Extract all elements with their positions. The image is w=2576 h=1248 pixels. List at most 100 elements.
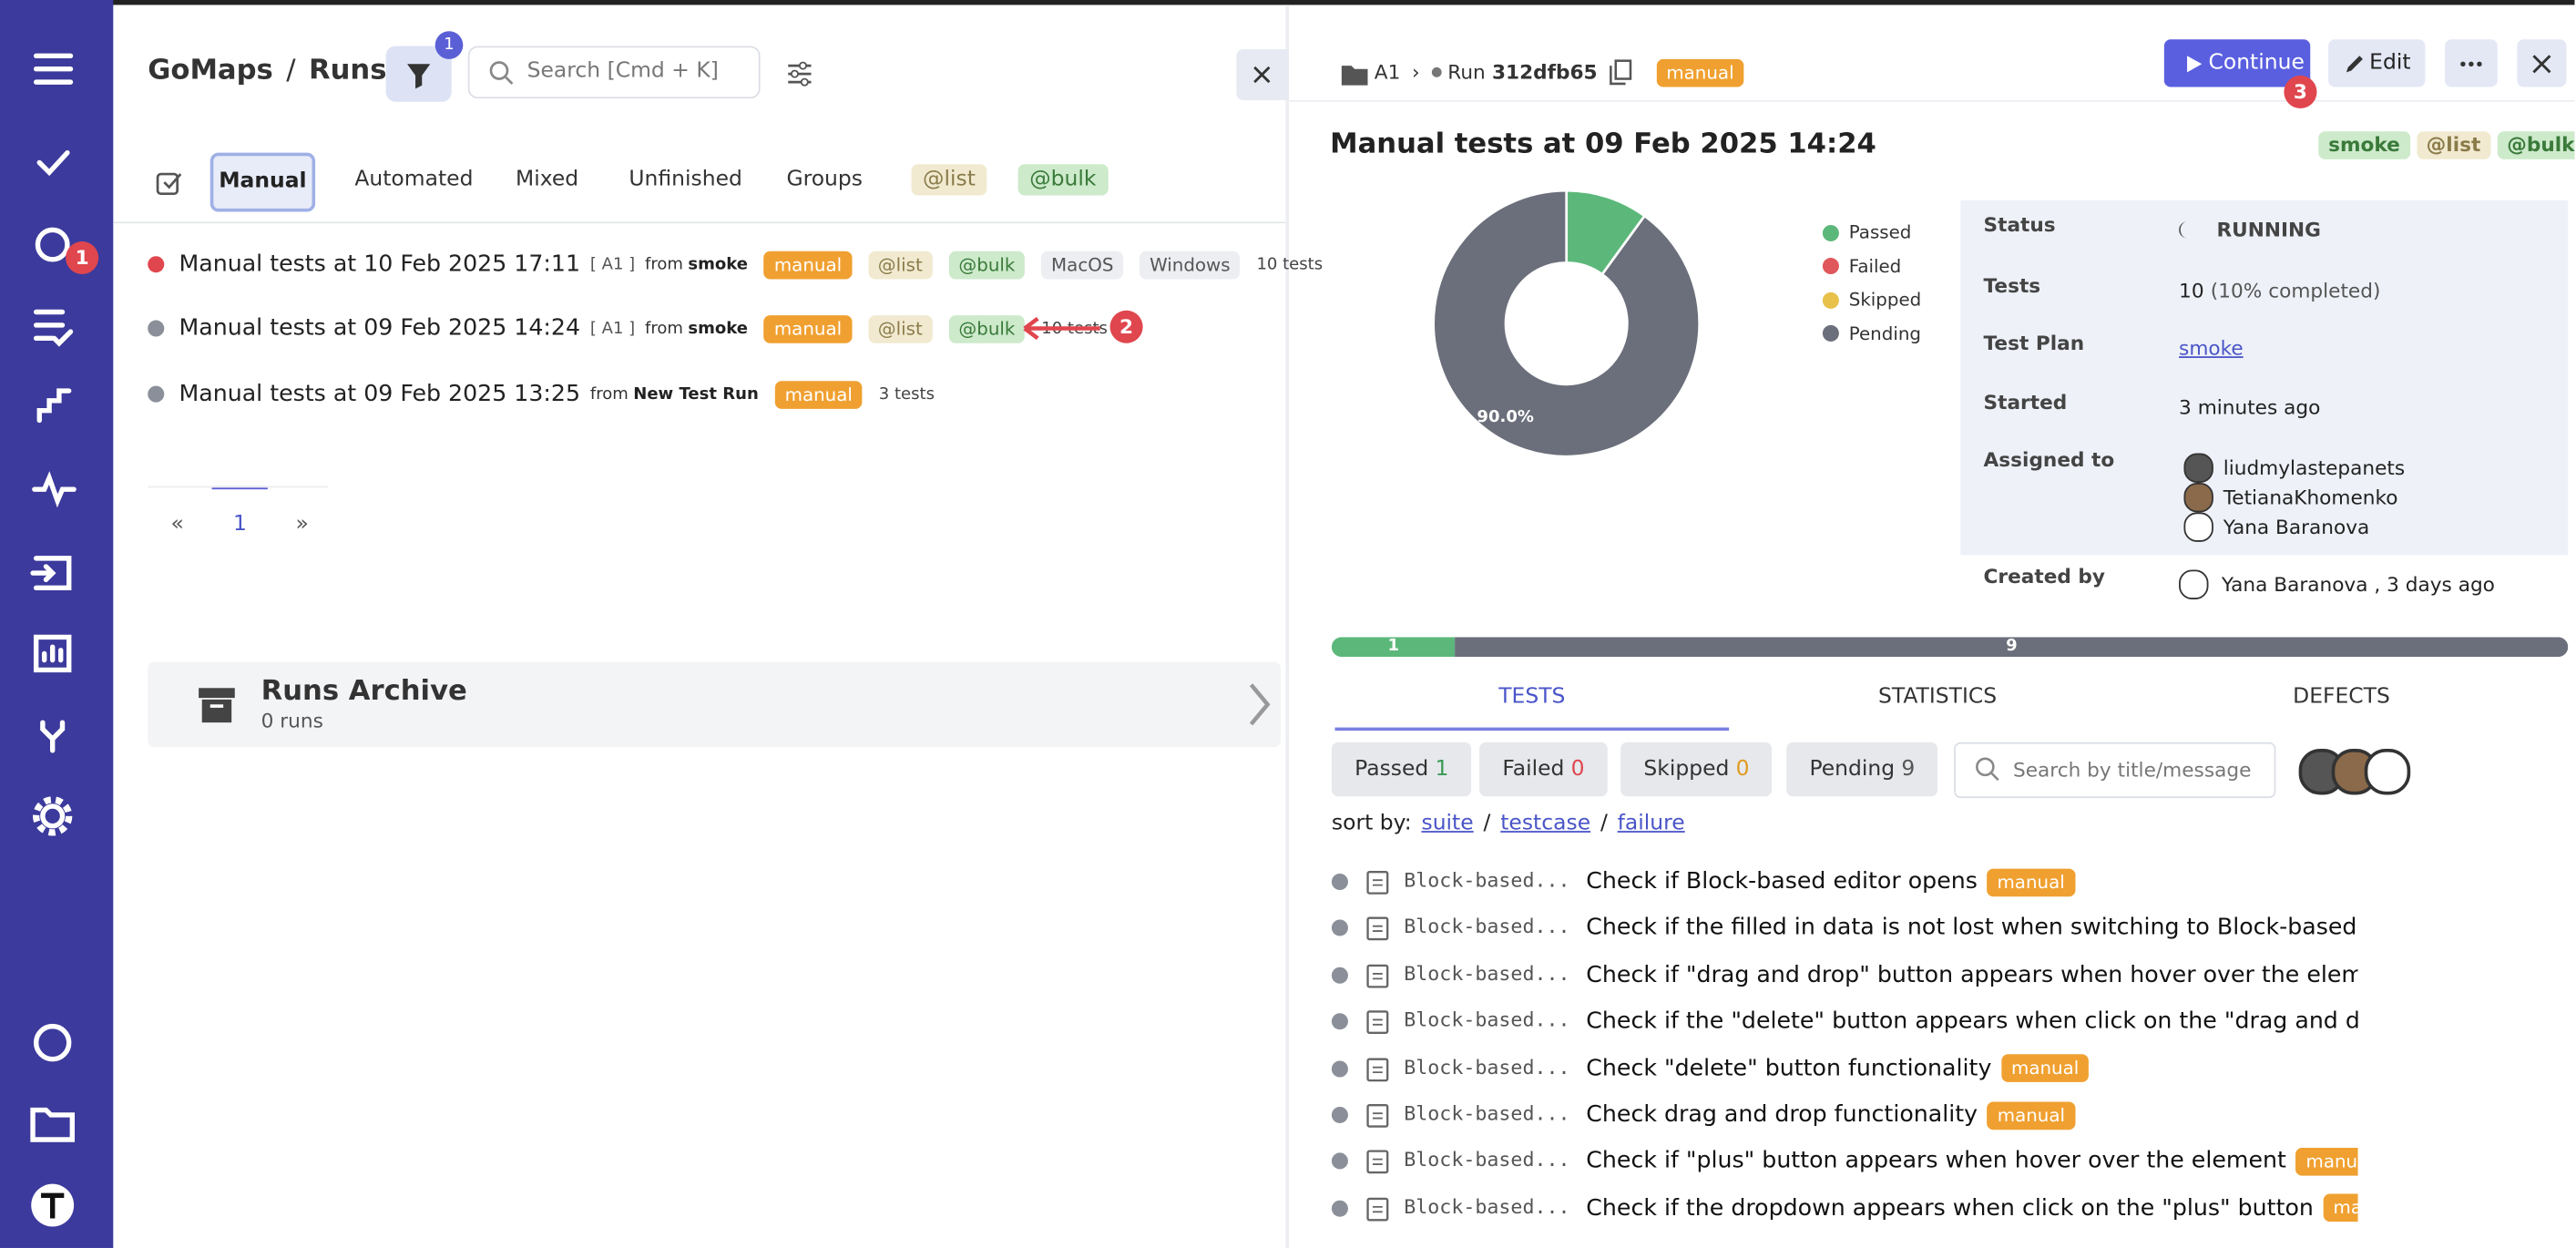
value: 3 minutes ago (2179, 395, 2320, 418)
status-dot (148, 386, 164, 403)
test-row[interactable]: Check "delete" button functionalitymanua… (1586, 1052, 2357, 1085)
avatar (2365, 749, 2410, 794)
run-env: [ A1 ] (590, 320, 635, 338)
run-row[interactable]: Manual tests at 10 Feb 2025 17:11[ A1 ]f… (148, 246, 1323, 282)
filter-chip[interactable]: Pending9 (1786, 742, 1937, 796)
more-button[interactable] (2445, 39, 2498, 87)
filter-chip[interactable]: Passed1 (1332, 742, 1472, 796)
progress-bar: 19 (1332, 637, 2568, 657)
tag: manual (2324, 1194, 2358, 1222)
page-name: Runs (309, 54, 386, 87)
sort-option[interactable]: failure (1618, 811, 1685, 835)
tab-tag[interactable]: @list (911, 164, 986, 195)
progress-segment: 9 (1456, 637, 2569, 657)
legend-swatch (1823, 224, 1839, 240)
tab[interactable]: Mixed (516, 168, 578, 192)
run-row[interactable]: Manual tests at 09 Feb 2025 14:24[ A1 ]f… (148, 311, 1108, 347)
badge: 3 (2284, 76, 2316, 108)
value[interactable]: smoke (2179, 337, 2244, 360)
tests-extra: (10% completed) (2211, 279, 2381, 302)
tab[interactable]: Groups (786, 168, 863, 192)
tab[interactable]: Automated (354, 168, 473, 192)
test-row[interactable]: Check if Block-based editor opensmanual (1586, 865, 2357, 898)
sort-option[interactable]: suite (1421, 811, 1473, 835)
value: 10 (2179, 279, 2204, 302)
panel-tab[interactable]: DEFECTS (2243, 685, 2439, 710)
select-icon[interactable] (154, 168, 183, 197)
test-status-dot (1332, 1200, 1348, 1216)
tag: manual (1657, 58, 1744, 87)
tab[interactable]: Unfinished (629, 168, 741, 192)
settings-icon[interactable] (785, 59, 814, 88)
test-row[interactable]: Check if "drag and drop" button appears … (1586, 958, 2357, 991)
test-search[interactable]: Search by title/message (1954, 742, 2275, 798)
test-suite: Block-based... (1404, 1195, 1569, 1218)
run-count: 3 tests (879, 385, 935, 404)
page-link[interactable]: » (295, 512, 308, 537)
test-row[interactable]: Check if "plus" button appears when hove… (1586, 1145, 2357, 1178)
folder-link[interactable]: A1 (1375, 61, 1401, 84)
run-label: Run (1447, 61, 1485, 84)
filter-chip[interactable]: Skipped0 (1620, 742, 1773, 796)
panel-tab[interactable]: TESTS (1434, 685, 1630, 710)
tag: @bulk (949, 251, 1026, 279)
test-row[interactable]: Check if the "delete" button appears whe… (1586, 1006, 2357, 1038)
edit-button[interactable]: Edit (2328, 39, 2425, 87)
run-id: 312dfb65 (1492, 61, 1598, 84)
copy-icon[interactable] (1609, 59, 1631, 86)
tag: manual (775, 380, 863, 408)
avatar (2183, 483, 2213, 512)
donut-label: 90.0% (1477, 407, 1534, 426)
continue-label: Continue (2208, 51, 2304, 76)
close-button[interactable] (2517, 39, 2566, 87)
run-source: New Test Run (633, 385, 759, 404)
test-icon (1366, 1149, 1389, 1175)
brand[interactable]: GoMaps (148, 54, 273, 87)
search-box[interactable]: Search [Cmd + K] (468, 46, 761, 98)
filter-label: Failed (1502, 757, 1564, 782)
page-link[interactable]: 1 (233, 512, 247, 537)
sort-option[interactable]: testcase (1500, 811, 1590, 835)
test-icon (1366, 1055, 1389, 1081)
filter-label: Pending (1809, 757, 1895, 782)
run-title[interactable]: Manual tests at 09 Feb 2025 13:25 (179, 381, 580, 407)
run-from: from (590, 385, 629, 404)
donut-label: 10.0% (1575, 184, 1632, 188)
assignee: Yana Baranova (2183, 512, 2369, 541)
assignee: liudmylastepanets (2183, 454, 2405, 483)
test-title: Check if the "delete" button appears whe… (1586, 1008, 2357, 1035)
close-panel-button[interactable] (1236, 49, 1289, 100)
status-value: RUNNING (2217, 219, 2321, 241)
assignee-name: Yana Baranova (2223, 516, 2370, 538)
run-title: Manual tests at 09 Feb 2025 14:24 (1330, 128, 1876, 161)
test-suite: Block-based... (1404, 962, 1569, 985)
legend-item: Passed (1823, 221, 1912, 242)
detail-label: Test Plan (1984, 332, 2085, 354)
tab-active[interactable]: Manual (210, 153, 315, 212)
test-row[interactable]: Check if the dropdown appears when click… (1586, 1192, 2357, 1224)
filter-label: Skipped (1643, 757, 1729, 782)
test-row[interactable]: Check if the filled in data is not lost … (1586, 912, 2357, 945)
test-suite: Block-based... (1404, 1008, 1569, 1031)
test-status-dot (1332, 920, 1348, 936)
panel-tab[interactable]: STATISTICS (1839, 685, 2036, 710)
run-row[interactable]: Manual tests at 09 Feb 2025 13:25 fromNew… (148, 376, 935, 413)
tag: @list (868, 314, 933, 343)
test-title: Check drag and drop functionality (1586, 1102, 1978, 1129)
test-row[interactable]: Check drag and drop functionalitymanual (1586, 1099, 2357, 1131)
filter-chip[interactable]: Failed 0 (1479, 742, 1608, 796)
test-icon (1366, 962, 1389, 988)
legend-label: Pending (1849, 323, 1921, 344)
page-link[interactable]: « (170, 512, 183, 537)
search-placeholder: Search [Cmd + K] (527, 59, 719, 84)
detail-value: Yana Baranova , 3 days ago (2179, 570, 2495, 599)
archive-count: 0 runs (261, 710, 323, 732)
run-title[interactable]: Manual tests at 09 Feb 2025 14:24 (179, 315, 580, 342)
runs-archive[interactable]: Runs Archive0 runs (148, 661, 1281, 747)
test-icon (1366, 1102, 1389, 1129)
panel-tab-underline (1335, 728, 1730, 731)
legend-swatch (1823, 292, 1839, 308)
filter-count: 0 (1571, 757, 1585, 782)
tab-tag[interactable]: @bulk (1018, 164, 1108, 195)
run-title[interactable]: Manual tests at 10 Feb 2025 17:11 (179, 251, 580, 278)
